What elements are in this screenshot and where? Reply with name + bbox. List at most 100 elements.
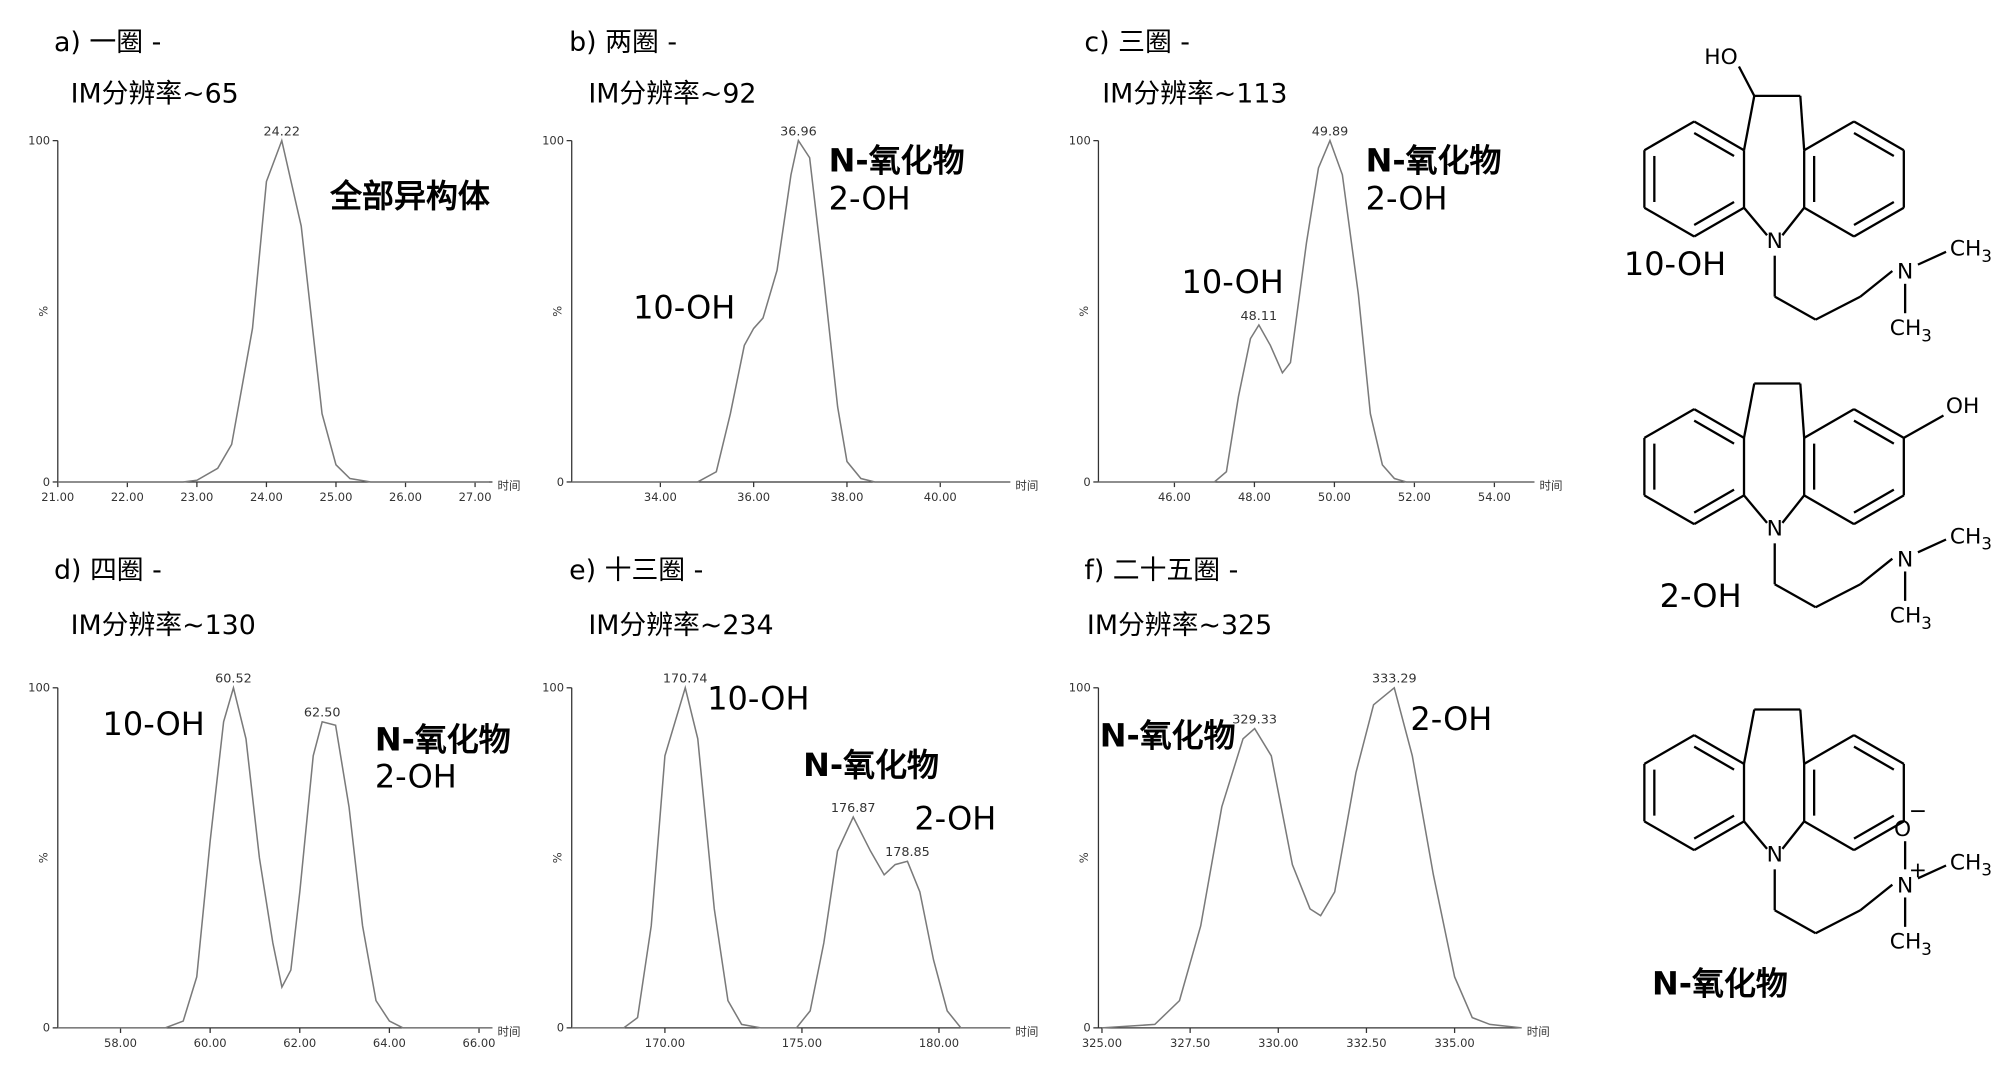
bond bbox=[1643, 408, 1695, 439]
atom-label: OH bbox=[1946, 394, 1979, 419]
annotation: 10-OH bbox=[707, 680, 809, 718]
y-axis-label: % bbox=[550, 852, 564, 863]
x-tick-label: 332.50 bbox=[1346, 1036, 1386, 1050]
atom-label: 3 bbox=[1981, 247, 1992, 266]
y-tick-label: 100 bbox=[28, 133, 50, 147]
bond bbox=[1693, 820, 1745, 852]
bond bbox=[1737, 65, 1756, 97]
bond bbox=[1917, 538, 1947, 554]
y-tick-label: 0 bbox=[1083, 475, 1090, 489]
x-tick-label: 21.00 bbox=[41, 490, 74, 504]
x-tick-label: 52.00 bbox=[1398, 490, 1431, 504]
x-tick-label: 36.00 bbox=[737, 490, 770, 504]
y-tick-label: 0 bbox=[43, 475, 50, 489]
y-tick-label: 100 bbox=[542, 133, 564, 147]
annotation: N-氧化物 bbox=[1100, 717, 1236, 755]
structure-label: 10-OH bbox=[1624, 245, 1726, 283]
x-tick-label: 66.00 bbox=[463, 1036, 496, 1050]
bond bbox=[1774, 909, 1817, 935]
x-tick-label: 175.00 bbox=[782, 1036, 822, 1050]
annotation: 10-OH bbox=[103, 705, 205, 743]
chart-subtitle: IM分辨率~92 bbox=[588, 78, 756, 109]
atom-label: CH3 bbox=[1890, 930, 1932, 959]
bond bbox=[1815, 583, 1861, 609]
bond bbox=[1693, 419, 1735, 445]
bond bbox=[1742, 95, 1756, 151]
x-tick-label: 62.00 bbox=[283, 1036, 316, 1050]
peak-label: 24.22 bbox=[263, 125, 300, 140]
atom-label: 3 bbox=[1921, 940, 1932, 959]
atom-label: HO bbox=[1704, 45, 1737, 70]
bond bbox=[1693, 206, 1745, 238]
bond bbox=[1742, 383, 1756, 439]
x-tick-label: 34.00 bbox=[644, 490, 677, 504]
x-tick-label: 27.00 bbox=[459, 490, 492, 504]
data-line bbox=[1101, 686, 1522, 1029]
bond bbox=[1774, 295, 1817, 321]
atom-label: 3 bbox=[1981, 861, 1992, 880]
x-tick-label: 327.50 bbox=[1170, 1036, 1210, 1050]
chart-subtitle: IM分辨率~234 bbox=[588, 610, 773, 641]
chart-subtitle: IM分辨率~65 bbox=[71, 78, 239, 109]
x-tick-label: 23.00 bbox=[180, 490, 213, 504]
bond bbox=[1743, 820, 1768, 850]
atom-label: 3 bbox=[1921, 326, 1932, 345]
bond bbox=[1643, 494, 1695, 526]
bond bbox=[1853, 745, 1895, 771]
y-axis-label: % bbox=[1077, 306, 1091, 317]
bond bbox=[1643, 120, 1695, 152]
bond bbox=[1693, 488, 1735, 514]
bond bbox=[1853, 200, 1895, 227]
x-tick-label: 325.00 bbox=[1082, 1036, 1122, 1050]
annotation: 2-OH bbox=[1366, 180, 1448, 218]
bond bbox=[1803, 206, 1855, 238]
bond bbox=[1803, 120, 1855, 152]
atom-label: N bbox=[1767, 517, 1783, 542]
bond bbox=[1803, 820, 1855, 852]
annotation: 全部异构体 bbox=[329, 177, 490, 215]
bond bbox=[1853, 408, 1905, 439]
bond bbox=[1853, 820, 1905, 852]
bond bbox=[1815, 295, 1861, 321]
bond bbox=[1853, 488, 1895, 514]
bond bbox=[1693, 408, 1745, 439]
chart-title: b) 两圈 - bbox=[569, 27, 677, 58]
bond bbox=[1643, 734, 1695, 765]
chart-title: f) 二十五圈 - bbox=[1084, 555, 1238, 586]
atom-label: CH bbox=[1950, 524, 1982, 549]
bond bbox=[1693, 120, 1745, 152]
x-tick-label: 24.00 bbox=[250, 490, 283, 504]
bond bbox=[1853, 494, 1905, 526]
peak-label: 49.89 bbox=[1312, 125, 1349, 140]
bond bbox=[1859, 270, 1894, 298]
atom-label: CH bbox=[1890, 316, 1922, 341]
bond bbox=[1781, 494, 1806, 524]
y-tick-label: 0 bbox=[557, 475, 564, 489]
peak-label: 170.74 bbox=[663, 672, 708, 687]
peak-label: 60.52 bbox=[215, 672, 252, 687]
x-tick-label: 180.00 bbox=[919, 1036, 959, 1050]
bond bbox=[1799, 95, 1806, 151]
x-axis-label: 时间 bbox=[498, 1025, 521, 1039]
annotation: N-氧化物 bbox=[375, 720, 511, 758]
annotation: 10-OH bbox=[633, 288, 735, 326]
x-tick-label: 170.00 bbox=[645, 1036, 685, 1050]
bond bbox=[1799, 383, 1806, 438]
y-axis-label: % bbox=[37, 852, 51, 863]
peak-label: 333.29 bbox=[1372, 672, 1417, 687]
y-tick-label: 100 bbox=[542, 681, 564, 695]
x-axis-label: 时间 bbox=[498, 479, 521, 493]
atom-label: CH bbox=[1950, 237, 1982, 262]
y-tick-label: 100 bbox=[1069, 133, 1091, 147]
atom-label: N bbox=[1767, 229, 1783, 254]
peak-label: 176.87 bbox=[831, 801, 876, 816]
bond bbox=[1693, 734, 1745, 765]
bond bbox=[1853, 734, 1905, 765]
bond bbox=[1743, 207, 1768, 236]
atom-label: N bbox=[1897, 873, 1913, 898]
chart-subtitle: IM分辨率~130 bbox=[71, 610, 256, 641]
x-tick-label: 64.00 bbox=[373, 1036, 406, 1050]
